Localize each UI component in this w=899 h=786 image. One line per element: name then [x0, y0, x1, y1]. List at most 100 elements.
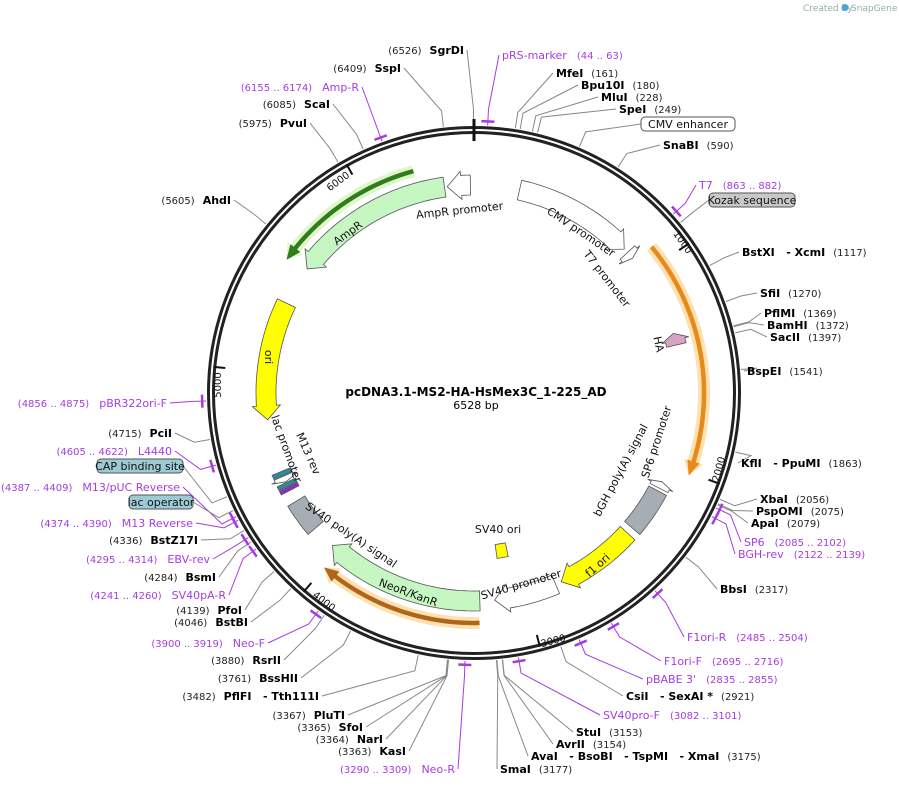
enzyme-nari-name: NarI [357, 733, 383, 746]
enzyme-kasi[interactable]: (3363) KasI [338, 745, 406, 758]
enzyme-pflmi-position: (1369) [803, 309, 836, 320]
boxed-label-cap-binding-site[interactable]: CAP binding site [95, 458, 185, 474]
feature-ori[interactable] [251, 298, 296, 421]
enzyme-snabi[interactable]: SnaBI (590) [663, 139, 734, 152]
primer-neo-f[interactable]: (3900 .. 3919) Neo-F [151, 637, 265, 650]
feature-sv40-ori[interactable] [494, 542, 509, 559]
leader-line [233, 199, 267, 225]
enzyme-rsrii[interactable]: (3880) RsrII [211, 654, 281, 667]
feature-sp6-promoter[interactable] [647, 478, 674, 494]
enzyme-ahdi[interactable]: (5605) AhdI [161, 194, 231, 207]
feature-orf-6[interactable] [649, 245, 707, 476]
primer-m13-puc-reverse[interactable]: (4387 .. 4409) M13/pUC Reverse [1, 481, 180, 494]
feature-orf-2[interactable] [286, 168, 415, 260]
feature-cmv-promoter[interactable] [516, 179, 625, 251]
enzyme-sfii[interactable]: SfiI (1270) [760, 287, 822, 300]
enzyme-pluti[interactable]: (3367) PluTI [272, 709, 345, 722]
feature-orf-14[interactable] [323, 567, 480, 626]
feature-f1-ori[interactable] [560, 525, 636, 589]
enzyme-pfoi[interactable]: (4139) PfoI [176, 604, 242, 617]
enzyme-pflmi[interactable]: PflMI (1369) [764, 307, 837, 320]
enzyme-pvui[interactable]: (5975) PvuI [239, 117, 307, 130]
primer-pbr322ori-f[interactable]: (4856 .. 4875) pBR322ori-F [18, 397, 167, 410]
leader-line [361, 86, 383, 142]
primer-l4440[interactable]: (4605 .. 4622) L4440 [56, 445, 172, 458]
primer-amp-r[interactable]: (6155 .. 6174) Amp-R [241, 81, 360, 94]
enzyme-bbsi[interactable]: BbsI (2317) [720, 583, 788, 596]
enzyme-bstz17i[interactable]: (4336) BstZ17I [109, 534, 198, 547]
feature-cap-binding-site[interactable] [271, 467, 293, 481]
enzyme-sgrdi[interactable]: (6526) SgrDI [388, 44, 464, 57]
enzyme-xbai[interactable]: XbaI (2056) [760, 493, 829, 506]
primer-neo-r[interactable]: (3290 .. 3309) Neo-R [340, 763, 455, 776]
leader-line [169, 400, 207, 404]
enzyme-pspomi[interactable]: PspOMI (2075) [756, 505, 844, 518]
primer-f1ori-r[interactable]: F1ori-R (2485 .. 2504) [687, 631, 808, 644]
feature-ampr[interactable] [304, 176, 447, 270]
enzyme-mlui-name: MluI [601, 91, 628, 104]
enzyme-bamhi-name: BamHI [767, 319, 808, 332]
enzyme-spei[interactable]: SpeI (249) [619, 103, 681, 116]
feature-sv40-promoter[interactable] [494, 574, 561, 613]
primer-f1ori-f[interactable]: F1ori-F (2695 .. 2716) [664, 655, 783, 668]
enzyme-sacii-name: SacII [770, 331, 800, 344]
enzyme-bsmi[interactable]: (4284) BsmI [144, 571, 216, 584]
primer-marks [200, 119, 724, 667]
feature-neor-kanr[interactable] [332, 543, 481, 612]
enzyme-bbsi-name: BbsI [720, 583, 747, 596]
feature-t7-promoter[interactable] [618, 245, 641, 265]
enzyme-pfoi-name: PfoI [218, 604, 243, 617]
primer-bgh-rev[interactable]: BGH-rev (2122 .. 2139) [738, 548, 865, 561]
enzyme-nari[interactable]: (3364) NarI [316, 733, 383, 746]
feature-lac-operator[interactable] [276, 477, 298, 492]
enzyme-smai[interactable]: SmaI (3177) [500, 763, 572, 776]
leader-line [578, 123, 642, 147]
feature-ampr-promoter[interactable] [446, 170, 472, 201]
enzyme-sfoi[interactable]: (3365) SfoI [297, 721, 363, 734]
enzyme-mfei[interactable]: MfeI (161) [556, 67, 618, 80]
primer-prs-marker[interactable]: pRS-marker (44 .. 63) [502, 49, 623, 62]
enzyme-bstbi[interactable]: (4046) BstBI [174, 616, 248, 629]
enzyme-ahdi-position: (5605) [161, 196, 194, 207]
leader-line [309, 122, 339, 163]
enzyme-mlui[interactable]: MluI (228) [601, 91, 663, 104]
feature-sv40-poly-a-signal[interactable] [287, 495, 324, 535]
primer-pbabe-3[interactable]: pBABE 3' (2835 .. 2855) [646, 673, 778, 686]
enzyme-avrii[interactable]: AvrII (3154) [556, 738, 626, 751]
enzyme-spei-name: SpeI [619, 103, 646, 116]
primer-sv40pro-f[interactable]: SV40pro-F (3082 .. 3101) [603, 709, 742, 722]
enzyme-pcii[interactable]: (4715) PciI [108, 427, 172, 440]
leader-line [267, 610, 319, 644]
leader-line [250, 588, 292, 623]
boxed-label-cmv-enhancer[interactable]: CMV enhancer [640, 116, 736, 132]
feature-m13-rev[interactable] [278, 481, 300, 496]
feature-bgh-poly-a-signal[interactable] [624, 485, 668, 536]
enzyme-bamhi[interactable]: BamHI (1372) [767, 319, 849, 332]
primer-sp6[interactable]: SP6 (2085 .. 2102) [744, 536, 846, 549]
feature-ha[interactable] [661, 332, 689, 348]
enzyme-bstxi-xcmi[interactable]: BstXI - XcmI (1117) [742, 246, 867, 259]
enzyme-pflfi-tth111i-name: PflFI - Tth111I [224, 690, 319, 703]
enzyme-apai[interactable]: ApaI (2079) [751, 517, 820, 530]
primer-m13-reverse[interactable]: (4374 .. 4390) M13 Reverse [40, 517, 193, 530]
enzyme-avrii-name: AvrII [556, 738, 585, 751]
enzyme-bsshii[interactable]: (3761) BssHII [218, 672, 298, 685]
enzyme-sacii[interactable]: SacII (1397) [770, 331, 841, 344]
leader-line [514, 72, 554, 129]
boxed-label-kozak-sequence[interactable]: Kozak sequence [708, 192, 797, 208]
primer-ebv-rev[interactable]: (4295 .. 4314) EBV-rev [86, 553, 210, 566]
enzyme-kfli-ppumi[interactable]: KflI - PpuMI (1863) [741, 457, 862, 470]
enzyme-csii-sexai[interactable]: CsiI - SexAI * (2921) [626, 690, 754, 703]
enzyme-sfoi-name: SfoI [339, 721, 363, 734]
enzyme-bspei[interactable]: BspEI (1541) [747, 365, 823, 378]
enzyme-avai-bsobi-tspmi-xmai[interactable]: AvaI - BsoBI - TspMI - XmaI (3175) [531, 750, 761, 763]
enzyme-sspi[interactable]: (6409) SspI [333, 62, 401, 75]
enzyme-scai[interactable]: (6085) ScaI [263, 98, 330, 111]
boxed-label-lac-operator[interactable]: lac operator [128, 494, 195, 510]
enzyme-bpu10i[interactable]: Bpu10I (180) [581, 79, 659, 92]
enzyme-stui[interactable]: StuI (3153) [576, 726, 642, 739]
enzyme-pflfi-tth111i[interactable]: (3482) PflFI - Tth111I [182, 690, 319, 703]
primer-sv40pa-r[interactable]: (4241 .. 4260) SV40pA-R [90, 589, 226, 602]
feature-lac-promoter[interactable] [271, 471, 298, 485]
primer-t7[interactable]: T7 (863 .. 882) [698, 179, 782, 192]
